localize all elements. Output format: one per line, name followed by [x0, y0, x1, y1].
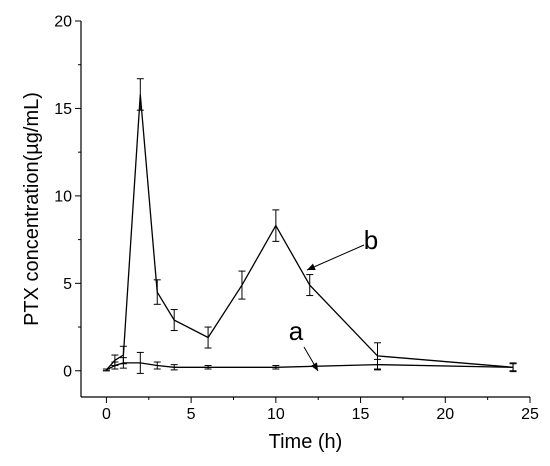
annotation-arrow-b	[306, 244, 365, 271]
x-tick-label: 5	[187, 406, 196, 423]
y-tick-label: 20	[54, 14, 72, 31]
y-tick-label: 5	[63, 276, 72, 293]
data-point-b	[119, 345, 127, 365]
y-tick-label: 0	[63, 363, 72, 380]
series-layer	[102, 78, 517, 374]
data-point-b	[170, 309, 178, 332]
data-point-a	[153, 361, 161, 370]
annotation-arrowhead-a	[310, 362, 318, 371]
data-point-b	[136, 78, 144, 111]
data-point-a	[170, 364, 178, 371]
data-point-b	[509, 362, 517, 373]
data-point-b	[306, 274, 314, 297]
x-tick-label: 25	[521, 406, 539, 423]
data-point-b	[374, 342, 382, 370]
data-point-b	[238, 270, 246, 300]
x-tick-label: 10	[267, 406, 285, 423]
data-point-b	[102, 368, 110, 372]
data-point-b	[204, 326, 212, 349]
x-axis-title: Time (h)	[269, 431, 343, 453]
annotation-arrowhead-b	[307, 263, 316, 270]
data-point-a	[272, 365, 280, 370]
series-line-a	[106, 362, 514, 371]
axes: 0 5 10 15 20 25 0 5 10 15 20	[54, 14, 539, 424]
data-point-a	[204, 365, 212, 370]
x-tick-label: 15	[352, 406, 370, 423]
data-point-b	[111, 354, 119, 367]
data-point-b	[272, 209, 280, 242]
series-line-b	[105, 94, 514, 371]
data-point-b	[153, 279, 161, 305]
data-point-a	[136, 351, 144, 374]
annotations: ab	[289, 225, 378, 372]
y-tick-label: 15	[54, 101, 72, 118]
x-tick-label: 20	[436, 406, 454, 423]
x-tick-label: 0	[102, 406, 111, 423]
y-axis-title: PTX concentration(µg/mL)	[21, 92, 43, 326]
annotation-label-b: b	[364, 225, 378, 255]
annotation-label-a: a	[289, 316, 304, 346]
y-tick-label: 10	[54, 188, 72, 205]
